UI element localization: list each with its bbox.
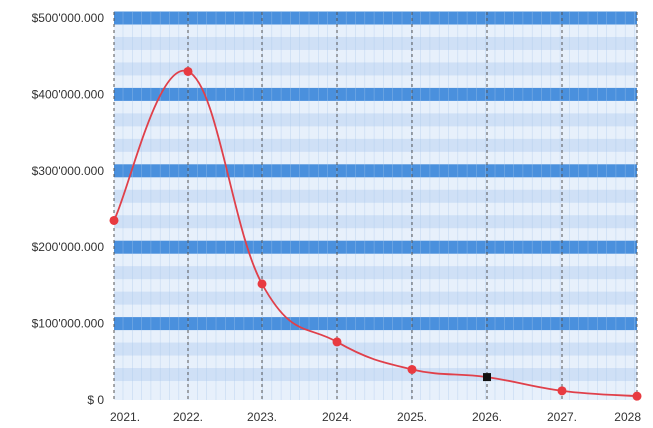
y-tick-label: $500'000.000 [32,11,105,25]
y-tick-label: $ 0 [87,393,104,407]
horizontal-bands [114,11,637,382]
data-point [557,386,567,396]
data-point [109,215,119,225]
y-axis-ticks: $ 0 $100'000.000 $200'000.000 $300'000.000 $… [32,11,105,407]
minor-grid [122,12,635,400]
x-tick-label: 2024. [322,410,352,424]
x-tick-label: 2021. [110,410,140,424]
vertical-gridlines [113,12,638,400]
minor-band [114,113,637,127]
minor-band [114,189,637,203]
major-band [114,240,637,254]
minor-band [114,138,637,152]
major-band [114,87,637,101]
major-band [114,317,637,331]
major-band [114,164,637,178]
data-point [632,391,642,401]
minor-band [114,266,637,280]
minor-band [114,342,637,356]
minor-band [114,368,637,382]
x-tick-label: 2023. [247,410,277,424]
y-tick-label: $200'000.000 [32,240,105,254]
major-band [114,11,637,25]
minor-band [114,62,637,76]
x-tick-label: 2022. [173,410,203,424]
data-point-highlight [483,373,491,382]
minor-band [114,291,637,305]
plot-area [114,12,637,400]
y-tick-label: $400'000.000 [32,87,105,101]
series-layer [109,66,642,401]
data-point [407,364,417,374]
plot-background [114,12,637,400]
x-axis-ticks: 2021. 2022. 2023. 2024. 2025. 2026. 2027. 2028 [110,410,641,424]
x-tick-label: 2027. [547,410,577,424]
data-point [183,66,193,76]
minor-band [114,215,637,229]
y-tick-label: $300'000.000 [32,164,105,178]
data-point [257,279,267,289]
y-tick-label: $100'000.000 [32,317,105,331]
x-tick-label: 2028 [614,410,641,424]
x-tick-label: 2025. [397,410,427,424]
x-tick-label: 2026. [472,410,502,424]
data-point [332,337,342,347]
minor-band [114,36,637,50]
